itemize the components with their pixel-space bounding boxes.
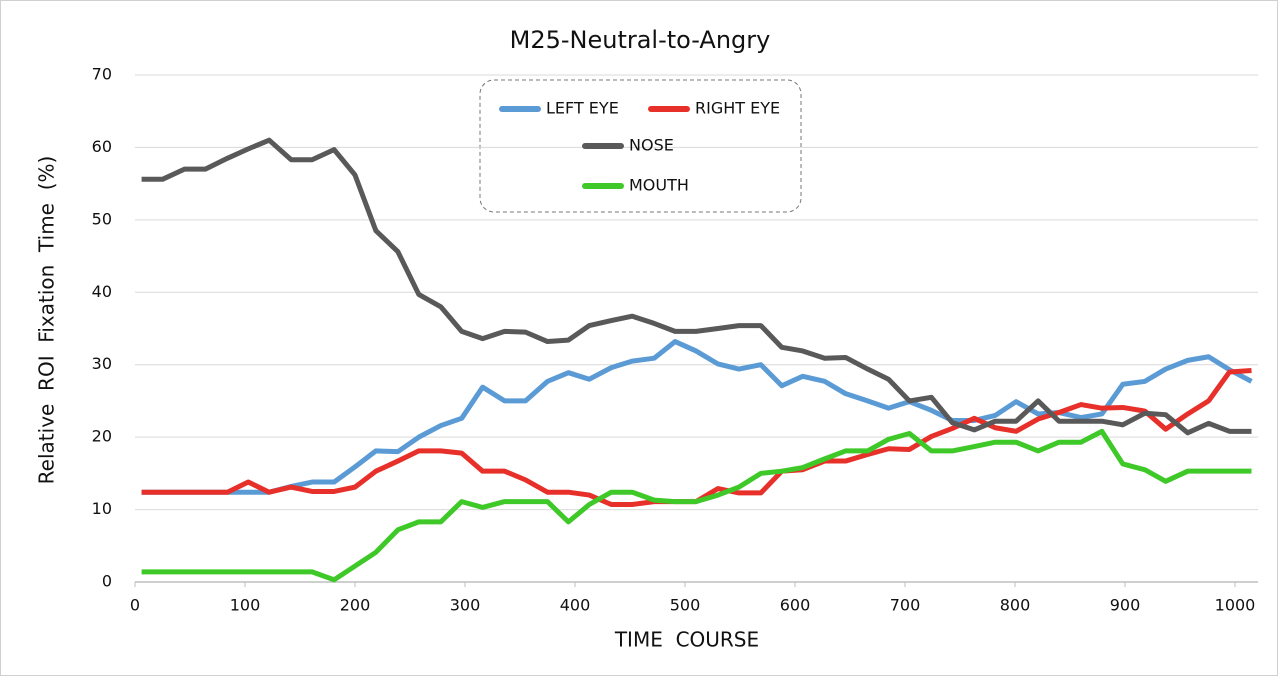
y-tick-label: 10 — [92, 499, 112, 518]
y-tick-label: 30 — [92, 354, 112, 373]
x-axis-title: TIME COURSE — [614, 628, 759, 652]
series-line — [141, 137, 1252, 436]
x-tick-label: 0 — [130, 596, 140, 615]
x-tick-label: 500 — [670, 596, 701, 615]
x-tick-label: 600 — [780, 596, 811, 615]
x-tick-label: 200 — [340, 596, 371, 615]
series-line — [141, 428, 1252, 583]
legend-label: NOSE — [629, 136, 674, 155]
legend-label: LEFT EYE — [546, 99, 619, 118]
y-tick-label: 0 — [102, 572, 112, 591]
legend-box — [479, 79, 802, 213]
x-tick-label: 400 — [560, 596, 591, 615]
y-tick-label: 20 — [92, 427, 112, 446]
y-tick-label: 40 — [92, 282, 112, 301]
legend-label: RIGHT EYE — [695, 99, 780, 118]
series-line — [141, 339, 1253, 495]
x-tick-label: 1000 — [1215, 596, 1256, 615]
x-tick-label: 700 — [890, 596, 921, 615]
y-tick-label: 60 — [92, 137, 112, 156]
chart-title: M25-Neutral-to-Angry — [510, 26, 771, 54]
x-tick-label: 300 — [450, 596, 481, 615]
y-tick-label: 70 — [92, 65, 112, 84]
y-tick-label: 50 — [92, 209, 112, 228]
y-axis-title: Relative ROI Fixation Time (%) — [35, 156, 59, 485]
x-tick-label: 900 — [1110, 596, 1141, 615]
legend-label: MOUTH — [629, 176, 689, 195]
x-tick-label: 100 — [230, 596, 261, 615]
x-tick-label: 800 — [1000, 596, 1031, 615]
